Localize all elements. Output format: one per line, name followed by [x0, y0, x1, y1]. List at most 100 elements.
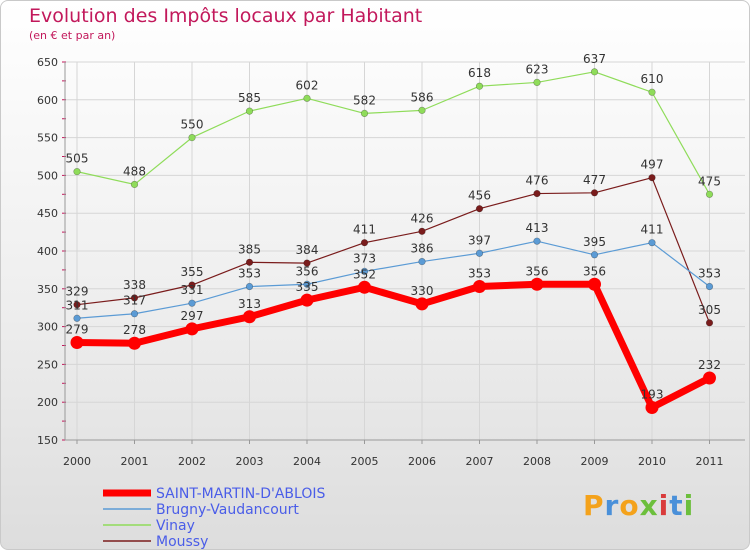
data-point — [590, 68, 599, 76]
chart-title: Evolution des Impôts locaux par Habitant — [29, 5, 423, 27]
y-tick-label: 500 — [37, 169, 58, 182]
data-point — [73, 314, 81, 322]
data-point — [418, 106, 426, 114]
data-label: 618 — [468, 66, 491, 80]
data-label: 623 — [526, 62, 549, 76]
data-label: 411 — [641, 223, 664, 237]
data-point — [533, 78, 541, 87]
legend-label: Brugny-Vaudancourt — [156, 502, 299, 518]
logo-letter: o — [619, 489, 640, 522]
data-label: 193 — [641, 387, 664, 401]
y-tick-label: 150 — [37, 434, 58, 447]
data-label: 586 — [411, 90, 434, 104]
data-point — [473, 280, 486, 294]
data-point — [70, 335, 84, 349]
data-label: 395 — [583, 235, 606, 249]
data-point — [475, 82, 484, 90]
data-label: 353 — [238, 267, 261, 281]
data-point — [73, 301, 81, 309]
data-point — [360, 267, 369, 276]
logo-letter: i — [658, 489, 670, 522]
data-point — [533, 237, 541, 245]
data-label: 384 — [296, 243, 319, 257]
data-label: 313 — [238, 297, 261, 311]
series-line-3 — [76, 177, 711, 324]
y-tick-label: 250 — [37, 358, 58, 371]
data-point — [245, 258, 254, 266]
data-point — [648, 88, 656, 96]
chart-subtitle: (en € et par an) — [29, 29, 116, 42]
logo-letter: x — [639, 489, 659, 522]
data-point — [130, 310, 139, 318]
data-label: 356 — [583, 264, 606, 278]
legend-label: SAINT-MARTIN-D'ABLOIS — [156, 486, 325, 502]
legend-label: Moussy — [156, 534, 208, 549]
data-point — [245, 107, 254, 115]
proxiti-logo: Proxiti — [583, 489, 694, 522]
data-point — [475, 249, 484, 257]
data-label: 505 — [66, 152, 89, 166]
x-tick-label: 2000 — [63, 455, 91, 468]
x-tick-label: 2004 — [293, 455, 321, 468]
y-tick-label: 450 — [37, 207, 58, 220]
data-label: 610 — [641, 72, 664, 86]
data-label: 477 — [583, 173, 606, 187]
data-point — [243, 310, 256, 324]
data-label: 279 — [66, 322, 89, 336]
x-tick-label: 2010 — [638, 455, 666, 468]
data-point — [530, 277, 544, 291]
y-tick-label: 200 — [37, 396, 58, 409]
logo-letter: t — [669, 489, 684, 522]
data-point — [245, 282, 254, 291]
y-tick-label: 400 — [37, 245, 58, 258]
data-point — [705, 282, 714, 291]
data-point — [188, 134, 196, 142]
x-tick-label: 2006 — [408, 455, 436, 468]
data-label: 356 — [296, 264, 319, 278]
logo-letter: r — [604, 489, 620, 522]
series-line-0 — [73, 280, 713, 411]
data-point — [648, 174, 656, 182]
data-point — [130, 180, 139, 189]
y-tick-label: 550 — [37, 132, 58, 145]
data-label: 355 — [181, 265, 204, 279]
data-point — [418, 227, 426, 235]
x-tick-label: 2003 — [236, 455, 264, 468]
data-label: 475 — [698, 174, 721, 188]
x-tick-label: 2011 — [696, 455, 724, 468]
data-label: 353 — [468, 267, 491, 281]
data-point — [705, 190, 714, 198]
y-tick-label: 600 — [37, 94, 58, 107]
data-label: 278 — [123, 323, 146, 337]
data-label: 317 — [123, 294, 146, 308]
data-label: 335 — [296, 280, 319, 294]
y-tick-label: 300 — [37, 321, 58, 334]
x-tick-label: 2008 — [523, 455, 551, 468]
legend-label: Vinay — [156, 518, 195, 534]
data-label: 330 — [411, 284, 434, 298]
data-label: 356 — [526, 264, 549, 278]
data-label: 476 — [526, 174, 549, 188]
data-point — [418, 257, 426, 266]
data-point — [588, 277, 601, 291]
x-tick-label: 2005 — [351, 455, 379, 468]
x-tick-label: 2009 — [581, 455, 609, 468]
data-point — [648, 239, 656, 247]
x-tick-label: 2001 — [121, 455, 149, 468]
data-label: 386 — [411, 242, 434, 256]
data-label: 232 — [698, 358, 721, 372]
data-label: 582 — [353, 93, 376, 107]
data-point — [533, 189, 541, 198]
data-point — [590, 189, 599, 197]
data-label: 297 — [181, 309, 204, 323]
logo-letter: i — [683, 489, 695, 522]
series-line-1 — [76, 240, 711, 319]
x-tick-label: 2007 — [466, 455, 494, 468]
data-point — [300, 293, 314, 307]
data-label: 550 — [181, 118, 204, 132]
data-point — [303, 259, 311, 267]
data-label: 331 — [181, 283, 204, 297]
data-label: 411 — [353, 223, 376, 237]
